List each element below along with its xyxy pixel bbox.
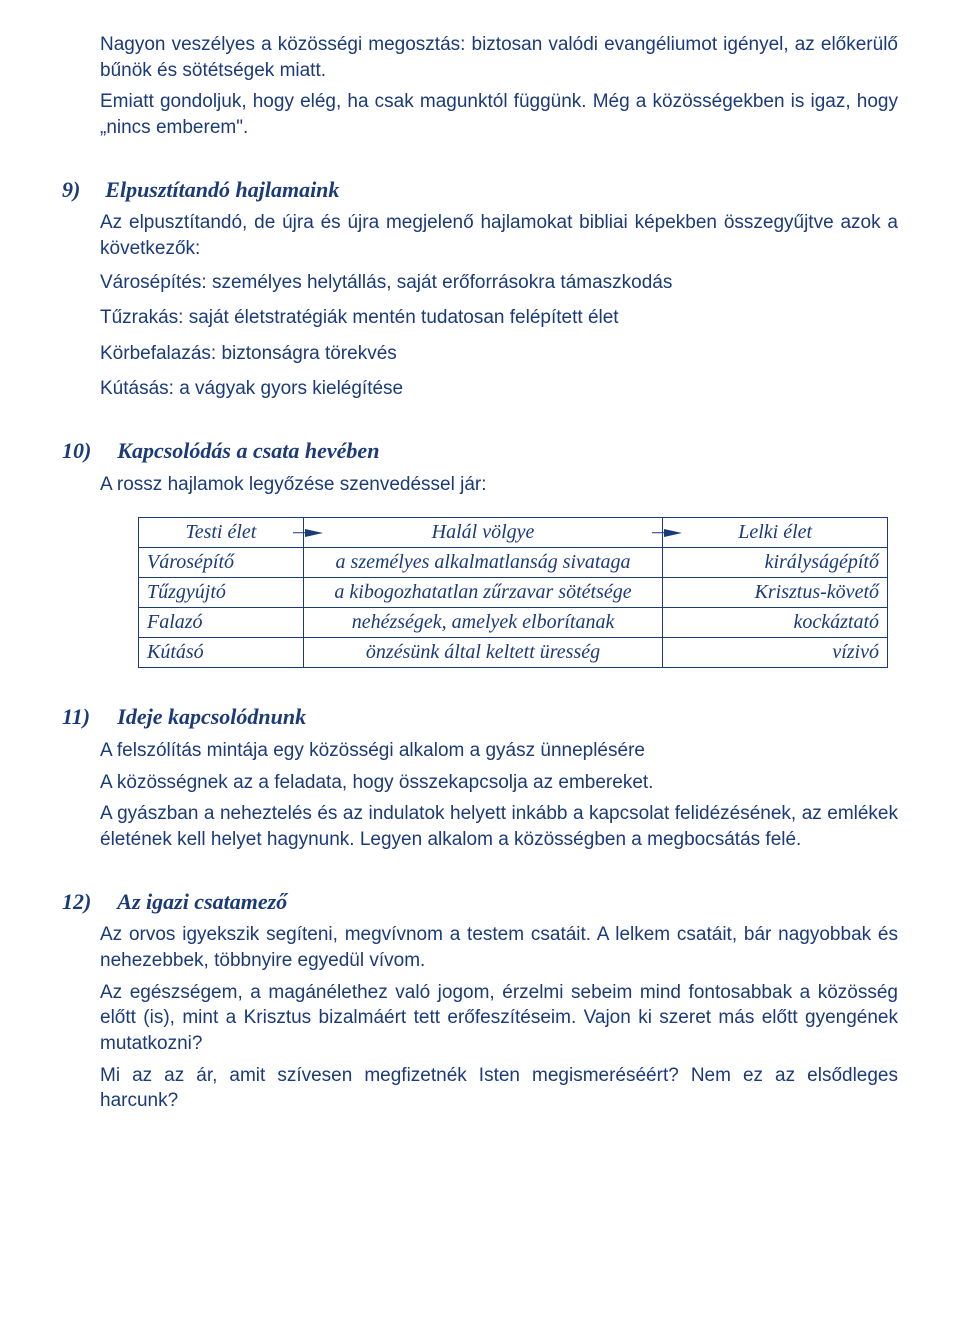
table-r1c1: Városépítő xyxy=(139,548,304,578)
table-r1c2: a személyes alkalmatlanság sivataga xyxy=(303,548,663,578)
table-r2c2: a kibogozhatatlan zűrzavar sötétsége xyxy=(303,578,663,608)
table-r1c3: királyságépítő xyxy=(663,548,888,578)
section-11-title: Ideje kapcsolódnunk xyxy=(117,704,306,729)
section-10-p1: A rossz hajlamok legyőzése szenvedéssel … xyxy=(62,472,898,498)
section-11-p3: A gyászban a neheztelés és az indulatok … xyxy=(62,801,898,852)
section-12-title: Az igazi csatamező xyxy=(117,889,287,914)
section-10-heading: 10) Kapcsolódás a csata hevében xyxy=(62,436,898,466)
table-r3c3: kockáztató xyxy=(663,608,888,638)
section-9-item-4: Kútásás: a vágyak gyors kielégítése xyxy=(62,376,898,402)
intro-para-1: Nagyon veszélyes a közösségi megosztás: … xyxy=(62,32,898,83)
transformation-table-wrap: Testi élet Halál völgye Lelki élet Város… xyxy=(62,517,898,668)
section-9-heading: 9) Elpusztítandó hajlamaink xyxy=(62,175,898,205)
table-header-mid: Halál völgye xyxy=(432,521,535,543)
table-r4c3: vízivó xyxy=(663,638,888,668)
section-12-number: 12) xyxy=(62,887,112,917)
table-r3c2: nehézségek, amelyek elborítanak xyxy=(303,608,663,638)
section-9-title: Elpusztítandó hajlamaink xyxy=(105,177,339,202)
section-9-item-3: Körbefalazás: biztonságra törekvés xyxy=(62,341,898,367)
section-12-heading: 12) Az igazi csatamező xyxy=(62,887,898,917)
table-header-right: Lelki élet xyxy=(738,521,812,543)
table-r2c3: Krisztus-követő xyxy=(663,578,888,608)
table-r3c1: Falazó xyxy=(139,608,304,638)
section-12-p1: Az orvos igyekszik segíteni, megvívnom a… xyxy=(62,922,898,973)
table-header-left: Testi élet xyxy=(185,521,256,543)
table-r4c2: önzésünk által keltett üresség xyxy=(303,638,663,668)
section-12-p2: Az egészségem, a magánélethez való jogom… xyxy=(62,980,898,1057)
section-9-item-1: Városépítés: személyes helytállás, saját… xyxy=(62,270,898,296)
table-r2c1: Tűzgyújtó xyxy=(139,578,304,608)
transformation-table: Testi élet Halál völgye Lelki élet Város… xyxy=(138,517,888,668)
intro-para-2: Emiatt gondoljuk, hogy elég, ha csak mag… xyxy=(62,89,898,140)
section-11-heading: 11) Ideje kapcsolódnunk xyxy=(62,702,898,732)
section-9-item-2: Tűzrakás: saját életstratégiák mentén tu… xyxy=(62,305,898,331)
table-r4c1: Kútásó xyxy=(139,638,304,668)
section-12-p3: Mi az az ár, amit szívesen megfizetnék I… xyxy=(62,1063,898,1114)
section-10-number: 10) xyxy=(62,436,112,466)
section-9-lead: Az elpusztítandó, de újra és újra megjel… xyxy=(62,210,898,261)
section-9-number: 9) xyxy=(62,175,100,205)
section-11-number: 11) xyxy=(62,702,112,732)
section-11-p1: A felszólítás mintája egy közösségi alka… xyxy=(62,738,898,764)
section-10-title: Kapcsolódás a csata hevében xyxy=(117,438,379,463)
section-11-p2: A közösségnek az a feladata, hogy összek… xyxy=(62,770,898,796)
